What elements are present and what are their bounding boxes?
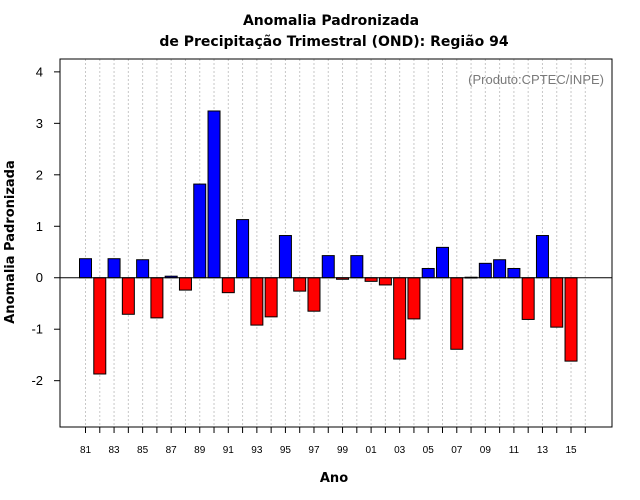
x-tick-label: 81	[80, 445, 92, 456]
bar-93	[250, 277, 264, 326]
bar-85	[136, 259, 150, 279]
bars	[79, 110, 578, 375]
bar-81	[79, 258, 92, 279]
bar-15	[564, 277, 578, 362]
bar-95	[278, 235, 292, 279]
plot-area-frame	[59, 58, 613, 428]
x-tick-label: 13	[537, 445, 549, 456]
x-tick-label: 97	[308, 445, 320, 456]
bar-05	[421, 267, 435, 279]
x-tick-label: 85	[137, 445, 149, 456]
bar-96	[293, 277, 307, 292]
bar-02	[378, 277, 392, 286]
chart-title-line2: de Precipitação Trimestral (OND): Região…	[159, 34, 508, 50]
bar-07	[450, 277, 464, 350]
chart-title-line1: Anomalia Padronizada	[243, 13, 419, 29]
bar-11	[507, 267, 521, 279]
y-tick-label: 4	[36, 64, 43, 79]
product-credit-annotation: (Produto:CPTEC/INPE)	[468, 72, 604, 87]
bar-83	[107, 258, 121, 279]
bar-94	[264, 277, 278, 318]
x-tick-label: 03	[394, 445, 406, 456]
x-tick-label: 99	[337, 445, 349, 456]
x-tick-label: 07	[451, 445, 463, 456]
bar-91	[221, 277, 235, 294]
y-tick-label: -1	[31, 322, 43, 337]
x-tick-label: 83	[108, 445, 120, 456]
bar-13	[535, 235, 549, 279]
x-axis-title: Ano	[320, 471, 348, 486]
x-tick-label: 05	[423, 445, 435, 456]
bar-14	[550, 277, 564, 328]
bar-01	[364, 277, 378, 282]
x-tick-label: 01	[366, 445, 378, 456]
x-tick-label: 09	[480, 445, 492, 456]
y-tick-label: 0	[36, 270, 43, 285]
bar-12	[521, 277, 535, 320]
y-tick-label: -2	[31, 373, 43, 388]
bar-06	[436, 246, 449, 279]
x-tick-label: 11	[509, 445, 520, 456]
vertical-gridlines	[85, 59, 586, 427]
bar-86	[150, 277, 164, 319]
bar-92	[236, 219, 250, 279]
y-tick-label: 2	[36, 167, 43, 182]
x-axis: 81 83 85 87 89 91 93 95 97 99 01 03 05 07 09 11 13 15	[80, 427, 586, 456]
bar-82	[93, 277, 107, 375]
y-tick-label: 1	[36, 219, 43, 234]
bar-88	[178, 277, 192, 291]
y-tick-label: 3	[36, 116, 43, 131]
x-tick-label: 91	[223, 445, 235, 456]
bar-10	[493, 259, 507, 279]
x-tick-label: 93	[251, 445, 263, 456]
bar-09	[478, 262, 492, 279]
bar-89	[193, 183, 207, 279]
bar-00	[350, 255, 364, 279]
bar-04	[407, 277, 421, 320]
x-tick-label: 95	[280, 445, 292, 456]
bar-90	[207, 110, 221, 279]
bar-03	[393, 277, 407, 360]
x-tick-label: 89	[194, 445, 206, 456]
y-axis: -2 -1 0 1 2 3 4	[31, 64, 60, 388]
x-tick-label: 87	[166, 445, 178, 456]
bar-98	[321, 255, 335, 279]
y-axis-title: Anomalia Padronizada	[3, 160, 18, 324]
bar-84	[121, 277, 135, 315]
bar-97	[307, 277, 321, 312]
x-tick-label: 15	[565, 445, 577, 456]
